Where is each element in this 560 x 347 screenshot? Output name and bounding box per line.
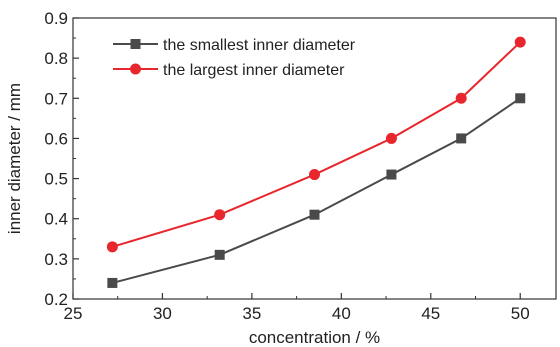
- x-tick-label: 25: [64, 304, 83, 323]
- data-point-square: [107, 277, 118, 288]
- data-point-circle: [385, 132, 397, 144]
- legend-item-1: the smallest inner diameter: [113, 37, 356, 54]
- data-point-square: [309, 209, 320, 220]
- series-1: [107, 93, 526, 288]
- x-tick-label: 40: [332, 304, 351, 323]
- data-point-circle: [214, 209, 226, 221]
- plot-frame: [72, 17, 557, 300]
- y-tick-label: 0.4: [44, 210, 68, 229]
- data-point-square: [515, 93, 526, 104]
- legend-item-2: the largest inner diameter: [113, 62, 345, 79]
- x-tick-label: 30: [153, 304, 172, 323]
- y-tick-label: 0.8: [44, 49, 68, 68]
- series-2: [106, 36, 526, 253]
- x-tick-label: 45: [421, 304, 440, 323]
- x-axis-title: concentration / %: [249, 328, 380, 347]
- y-tick-label: 0.9: [44, 9, 68, 28]
- y-tick-label: 0.2: [44, 290, 68, 309]
- legend-marker-circle: [130, 63, 141, 75]
- axes: 25 30 35 40 45 50 0.2 0.3 0.4 0.5 0.6 0.7 0.8 0.9: [44, 9, 557, 323]
- data-point-square: [214, 249, 225, 260]
- y-tick-label: 0.7: [44, 89, 68, 108]
- data-point-circle: [455, 92, 467, 104]
- legend: the smallest inner diameter the largest i…: [113, 37, 356, 79]
- data-point-square: [456, 133, 467, 144]
- series-line: [112, 41, 521, 248]
- series-layer: [106, 36, 526, 288]
- x-tick-label: 50: [511, 304, 530, 323]
- legend-marker-square: [130, 39, 141, 49]
- data-point-circle: [106, 241, 118, 253]
- y-tick-label: 0.6: [44, 129, 68, 148]
- y-tick-label: 0.5: [44, 170, 68, 189]
- series-line: [112, 97, 521, 284]
- y-axis-title: inner diameter / mm: [5, 83, 24, 234]
- y-tick-label: 0.3: [44, 250, 68, 269]
- data-point-circle: [514, 36, 526, 48]
- data-point-square: [386, 169, 397, 180]
- legend-label: the smallest inner diameter: [163, 37, 356, 54]
- legend-label: the largest inner diameter: [163, 62, 345, 79]
- x-tick-label: 35: [242, 304, 261, 323]
- data-point-circle: [309, 169, 320, 181]
